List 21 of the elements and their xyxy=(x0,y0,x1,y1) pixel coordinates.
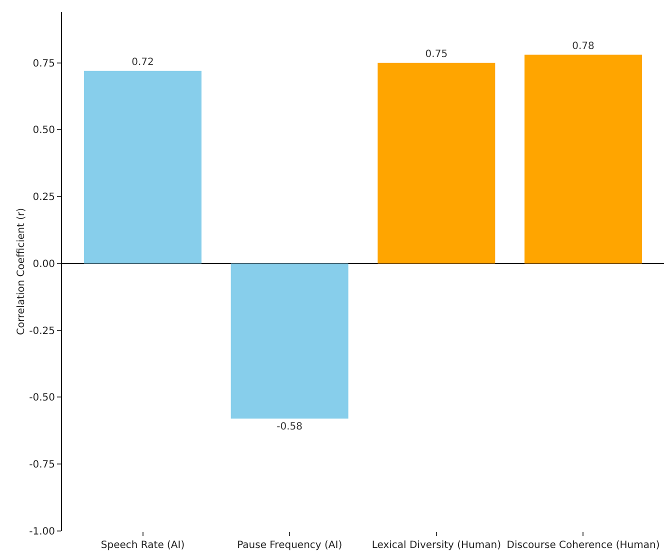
x-tick-label: Discourse Coherence (Human) xyxy=(506,540,660,551)
data-label: 0.75 xyxy=(425,48,448,60)
y-tick-label: 0.00 xyxy=(32,258,55,270)
data-label: 0.78 xyxy=(572,40,594,52)
y-tick-label: -0.50 xyxy=(29,392,55,404)
y-tick-label: -0.75 xyxy=(29,460,55,471)
y-tick-label: 0.75 xyxy=(32,58,55,70)
x-tick-label: Pause Frequency (AI) xyxy=(237,540,342,551)
data-label: -0.58 xyxy=(276,422,303,433)
data-label: 0.72 xyxy=(132,56,154,68)
bar xyxy=(524,54,642,264)
y-axis-title: Correlation Coefficient (r) xyxy=(16,208,28,336)
x-tick-label: Lexical Diversity (Human) xyxy=(372,540,502,551)
y-tick-label: -0.25 xyxy=(29,326,55,337)
x-tick-label: Speech Rate (AI) xyxy=(100,540,185,551)
bar xyxy=(378,62,496,264)
bar xyxy=(230,263,348,419)
bar xyxy=(84,70,202,264)
y-tick-label: 0.25 xyxy=(32,192,55,204)
y-tick-label: -1.00 xyxy=(29,526,55,538)
y-tick-label: 0.50 xyxy=(32,125,55,136)
